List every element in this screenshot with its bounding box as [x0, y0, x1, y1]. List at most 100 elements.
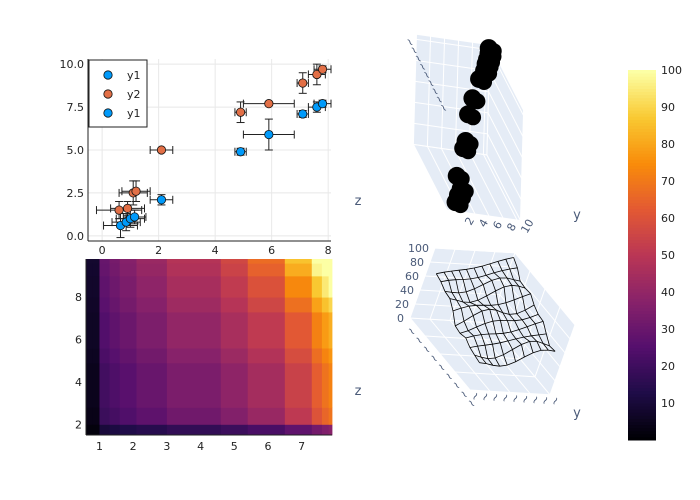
heatmap-cell	[166, 275, 222, 298]
scatter3d-y-tick-label: 10	[518, 217, 536, 236]
scatter-y-tick-label: 10.0	[60, 58, 85, 71]
heatmap-cell	[119, 263, 137, 277]
surface3d-gridline	[454, 306, 561, 378]
surface3d-wire	[436, 257, 514, 275]
data-point-y2	[235, 107, 246, 117]
colorbar-segment	[628, 119, 656, 123]
heatmap-cell	[321, 275, 330, 298]
colorbar-segment	[628, 174, 656, 179]
colorbar-segment	[628, 88, 656, 93]
heatmap-y-tick-label: 4	[75, 376, 82, 389]
colorbar-segment	[628, 304, 656, 308]
heatmap-cell	[328, 263, 333, 277]
colorbar-segment	[628, 316, 656, 321]
heatmap-cell	[247, 263, 286, 277]
colorbar-segment	[628, 396, 656, 401]
heatmap-x-tick-label: 3	[163, 440, 170, 453]
scatter3d-marker	[485, 43, 502, 60]
colorbar-segment	[628, 147, 656, 151]
heatmap-x-tick-label: 2	[130, 440, 137, 453]
colorbar-segment	[628, 248, 656, 253]
heatmap-cell	[136, 275, 168, 298]
surface3d-gridline	[449, 250, 511, 393]
heatmap-cell	[284, 259, 313, 264]
colorbar-segment	[628, 97, 656, 102]
colorbar-segment	[628, 285, 656, 290]
heatmap-cell	[109, 362, 121, 408]
heatmap-cell	[119, 348, 137, 364]
heatmap-cell	[99, 275, 110, 298]
colorbar-tick-label: 20	[661, 360, 675, 373]
surface3d-gridline	[429, 261, 571, 340]
scatter-3d-plot: 2 4 6 8 10~~~~~~~~~zy	[355, 33, 581, 236]
colorbar-segment	[628, 73, 656, 77]
colorbar-segment	[628, 113, 656, 117]
colorbar-segment	[628, 261, 656, 265]
data-point-y2	[122, 203, 133, 213]
colorbar-segment	[628, 159, 656, 163]
heatmap-cell	[220, 259, 249, 264]
scatter3d-gridline	[468, 152, 504, 219]
colorbar-segment	[628, 347, 656, 352]
colorbar-segment	[628, 239, 656, 244]
heatmap-cell	[86, 312, 94, 349]
heatmap-cell	[86, 259, 94, 264]
heatmap-cell	[92, 348, 100, 364]
colorbar-segment	[628, 282, 656, 287]
heatmap-cell	[109, 297, 121, 313]
colorbar-segment	[628, 205, 656, 210]
colorbar-segment	[628, 137, 656, 142]
heatmap-cell	[86, 424, 94, 436]
heatmap-cell	[247, 259, 286, 264]
heatmap-cell	[166, 263, 222, 277]
heatmap-cell	[86, 407, 94, 425]
colorbar-segment	[628, 378, 656, 382]
colorbar-segment	[628, 418, 656, 422]
heatmap-cell	[136, 407, 168, 425]
scatter3d-z-axis-label: z	[355, 194, 362, 209]
colorbar-segment	[628, 199, 656, 204]
colorbar-segment	[628, 214, 656, 219]
heatmap-cell	[284, 297, 313, 313]
colorbar-segment	[628, 255, 656, 259]
colorbar-segment	[628, 224, 656, 228]
colorbar-segment	[628, 144, 656, 148]
heatmap-cell	[99, 312, 110, 349]
scatter3d-gridline	[413, 122, 488, 135]
colorbar-segment	[628, 344, 656, 348]
heatmap-cell	[119, 275, 137, 298]
colorbar-segment	[628, 359, 656, 364]
colorbar-segment	[628, 196, 656, 200]
scatter3d-marker	[453, 170, 470, 187]
data-point-y1	[264, 129, 274, 140]
heatmap-cell	[284, 263, 313, 277]
colorbar-tick-label: 50	[661, 249, 675, 262]
colorbar-segment	[628, 100, 656, 105]
heatmap-cell	[311, 275, 323, 298]
scatter3d-gridline	[487, 133, 522, 200]
colorbar-segment	[628, 107, 656, 111]
scatter3d-y-tick-label: 4	[476, 217, 491, 230]
heatmap-cell	[99, 263, 110, 277]
colorbar-segment	[628, 353, 656, 358]
colorbar-tick-label: 10	[661, 397, 675, 410]
colorbar-tick-label: 100	[661, 64, 682, 77]
heatmap-cell	[247, 424, 286, 436]
colorbar-segment	[628, 338, 656, 342]
heatmap-cell	[220, 348, 249, 364]
heatmap-cell	[109, 424, 121, 436]
colorbar-segment	[628, 298, 656, 302]
surface3d-z-tick-label: 0	[397, 312, 404, 325]
colorbar-segment	[628, 82, 656, 86]
colorbar-segment	[628, 424, 656, 429]
colorbar-segment	[628, 264, 656, 268]
colorbar-segment	[628, 94, 656, 99]
data-point-y1	[317, 99, 328, 109]
scatter3d-gridline	[415, 80, 489, 93]
colorbar-tick-label: 90	[661, 101, 675, 114]
heatmap-cell	[99, 259, 110, 264]
colorbar-segment	[628, 329, 656, 333]
heatmap-x-tick-label: 5	[231, 440, 238, 453]
heatmap-cell	[311, 263, 323, 277]
colorbar-segment	[628, 307, 656, 311]
